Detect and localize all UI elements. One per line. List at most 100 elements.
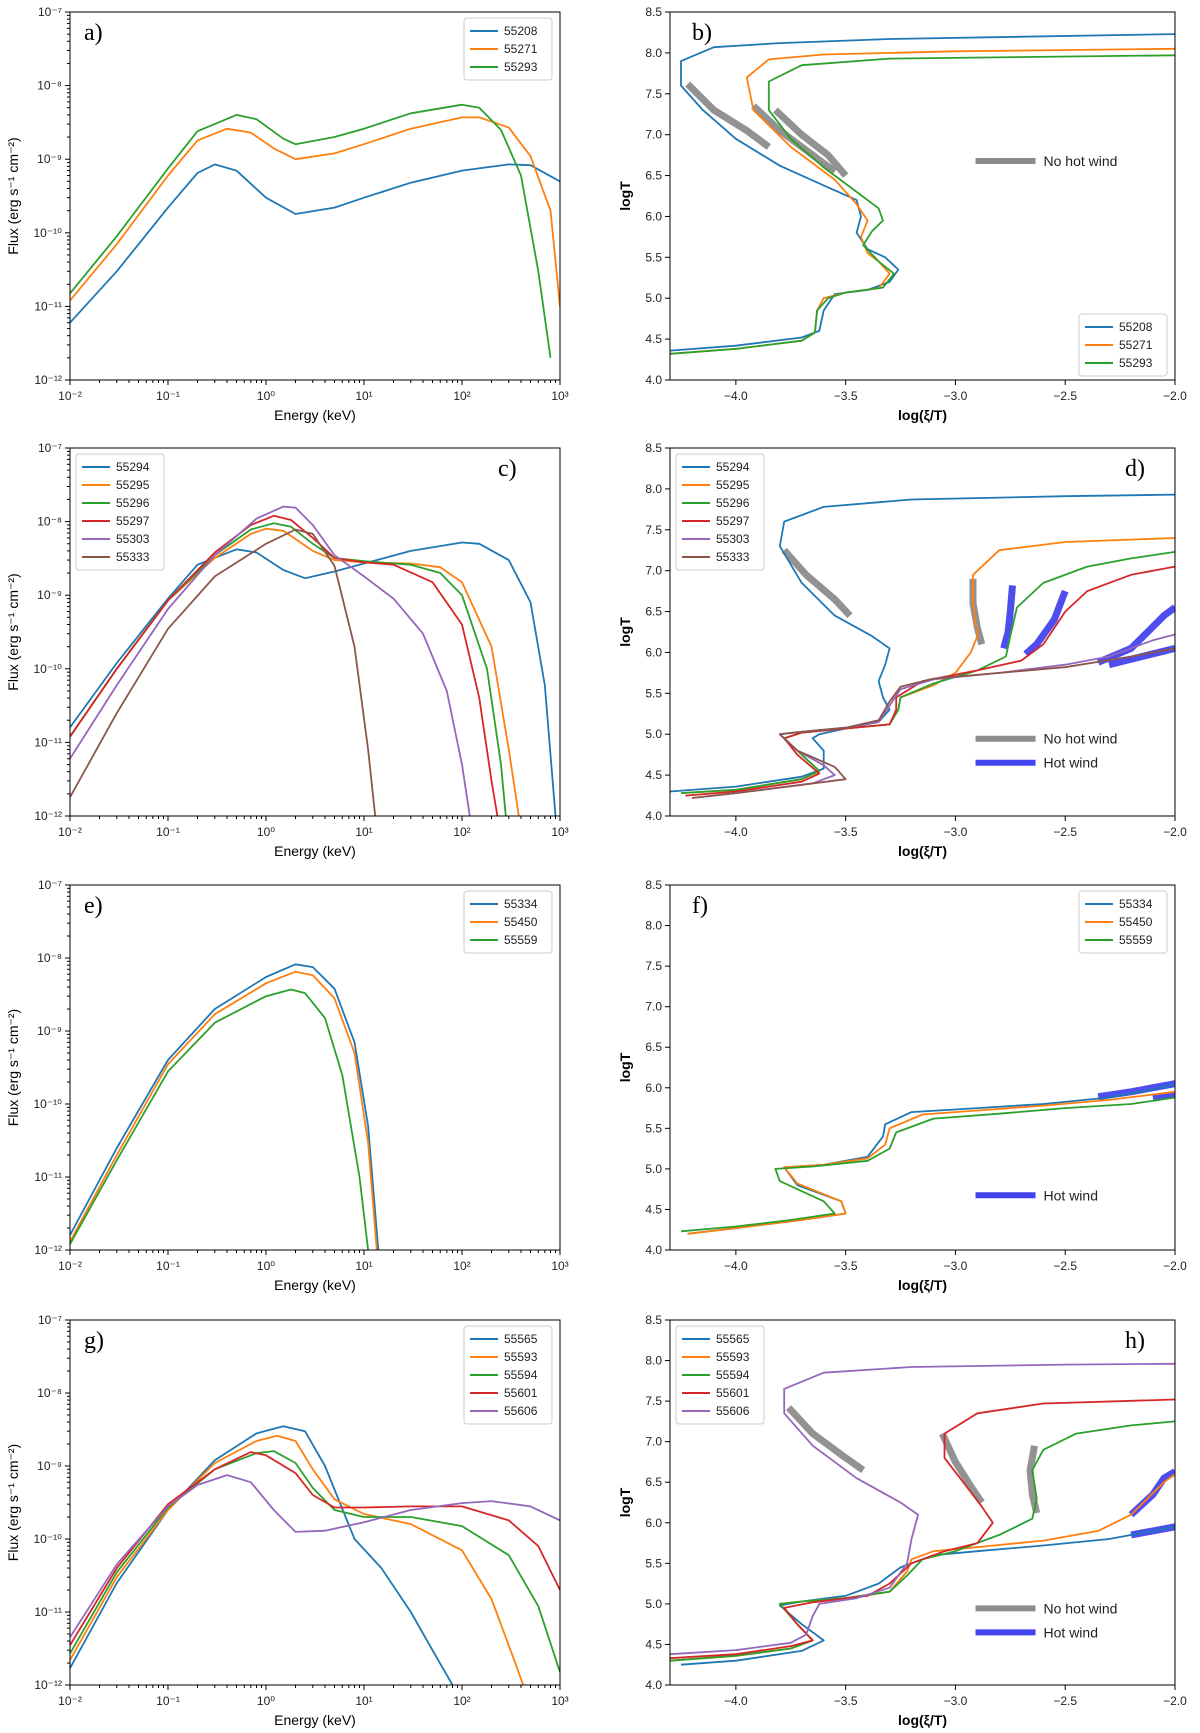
no-hot-wind-key-label: No hot wind [1044,1600,1118,1616]
no-hot-wind-segment [939,1432,985,1505]
y-tick-label: 10⁻¹¹ [34,735,62,749]
x-axis-title: log(ξ/T) [898,407,947,423]
y-tick-label: 5.5 [645,250,662,264]
y-tick-label: 5.5 [645,686,662,700]
series-line-55594 [670,1420,1175,1662]
y-tick-label: 4.5 [645,332,662,346]
y-tick-label: 4.0 [645,1678,662,1692]
y-axis-title: logT [617,181,633,211]
y-tick-label: 10⁻⁸ [37,79,62,93]
no-hot-wind-segment [781,547,853,618]
panel-label: c) [498,456,517,482]
x-tick-label: −4.0 [724,825,748,839]
y-tick-label: 10⁻⁷ [38,878,62,892]
series-line-55271 [670,47,1175,355]
y-tick-label: 10⁻⁷ [38,5,62,19]
plot-frame [69,11,561,381]
legend-label: 55271 [1119,338,1153,352]
panel-label: a) [84,20,103,46]
no-hot-wind-segment [786,1405,866,1473]
legend-label: 55601 [504,1386,538,1400]
series-line-55601 [670,1398,1175,1660]
x-tick-label: −3.0 [944,1259,968,1273]
y-tick-label: 10⁻¹⁰ [34,1097,63,1111]
x-tick-label: 10⁻² [58,389,82,403]
y-axis-title: logT [617,1487,633,1517]
legend-label: 55296 [716,496,750,510]
hot-wind-key-label: Hot wind [1044,1187,1098,1203]
x-tick-label: 10⁰ [257,825,275,839]
plot-frame [669,11,1176,381]
legend-label: 55295 [716,478,750,492]
legend-frame [463,17,553,81]
panel-label: e) [84,893,103,919]
legend-label: 55293 [1119,356,1153,370]
wind-key: No hot wind Hot wind [975,731,1117,771]
x-tick-label: −2.5 [1053,389,1077,403]
y-tick-label: 8.5 [645,441,662,455]
x-tick-label: −2.0 [1163,1259,1187,1273]
panel-d: −4.0 −3.5 −3.0 −2.5 −2.0 4.0 4.5 5.0 5.5 6.0 6.5 7.… [617,441,1187,859]
x-axis-title: log(ξ/T) [898,843,947,859]
series-line-55296 [680,551,1175,794]
y-tick-label: 10⁻¹⁰ [34,226,63,240]
x-tick-label: −3.5 [834,389,858,403]
hot-wind-key-label: Hot wind [1044,755,1098,771]
y-tick-label: 5.0 [645,1162,662,1176]
series-line-55333 [691,647,1175,799]
hot-wind-key-label: Hot wind [1044,1624,1098,1640]
y-tick-label: 10⁻¹² [34,809,62,823]
y-tick-label: 10⁻¹⁰ [34,662,63,676]
legend-label: 55594 [504,1368,538,1382]
legend-label: 55297 [716,514,750,528]
no-hot-wind-key-label: No hot wind [1044,153,1118,169]
plot-frame [69,1319,561,1686]
x-axis-title: Energy (keV) [274,1712,356,1728]
y-tick-label: 8.5 [645,878,662,892]
y-tick-label: 8.0 [645,482,662,496]
axis-ticks: −4.0 −3.5 −3.0 −2.5 −2.0 4.0 4.5 5.0 5.5 6.0 6.5 7.… [645,878,1187,1273]
series-line-55334 [70,963,380,1250]
x-tick-label: −2.5 [1053,1259,1077,1273]
legend: 55334 55450 55559 [1078,890,1168,954]
y-tick-label: 5.5 [645,1121,662,1135]
y-tick-label: 6.0 [645,645,662,659]
series-line-55208 [70,163,560,324]
panel-c: 10⁻² 10⁻¹ 10⁰ 10¹ 10² 10³ 10⁻¹² 10⁻¹¹ 10⁻¹⁰ 10⁻⁹ 1… [5,441,569,859]
series-line-55593 [670,1473,1175,1662]
x-tick-label: −3.0 [944,825,968,839]
hot-wind-segment [1023,589,1069,657]
y-tick-label: 7.5 [645,959,662,973]
x-tick-label: 10⁻² [58,1259,82,1273]
y-tick-label: 4.5 [645,768,662,782]
y-axis-title: logT [617,1052,633,1082]
legend-label: 55333 [116,550,150,564]
legend-label: 55297 [116,514,150,528]
x-tick-label: −4.0 [724,1694,748,1708]
x-axis-title: Energy (keV) [274,407,356,423]
series-line-55606 [70,1474,560,1638]
x-tick-label: −3.0 [944,1694,968,1708]
axis-ticks: 10⁻² 10⁻¹ 10⁰ 10¹ 10² 10³ 10⁻¹² 10⁻¹¹ 10⁻¹⁰ 10⁻⁹ 1… [34,5,569,403]
panel-label: b) [692,20,712,46]
y-tick-label: 10⁻¹¹ [34,1170,62,1184]
y-tick-label: 10⁻⁹ [37,588,62,602]
y-tick-label: 7.5 [645,523,662,537]
legend: 55208 55271 55293 [1078,313,1168,377]
legend-label: 55334 [1119,897,1153,911]
legend: 55565 55593 55594 55601 55606 [675,1325,765,1425]
x-tick-label: 10⁻¹ [156,389,180,403]
y-tick-label: 8.0 [645,919,662,933]
series-line-55295 [70,527,520,816]
y-tick-label: 8.0 [645,1354,662,1368]
plot-frame [669,884,1176,1251]
x-tick-label: 10⁻¹ [156,825,180,839]
y-tick-label: 10⁻⁸ [37,515,62,529]
legend-label: 55271 [504,42,538,56]
y-axis-title: Flux (erg s⁻¹ cm⁻²) [5,137,21,254]
legend-label: 55294 [116,460,150,474]
legend-label: 55303 [116,532,150,546]
legend: 55334 55450 55559 [463,890,553,954]
y-tick-label: 10⁻¹² [34,373,62,387]
